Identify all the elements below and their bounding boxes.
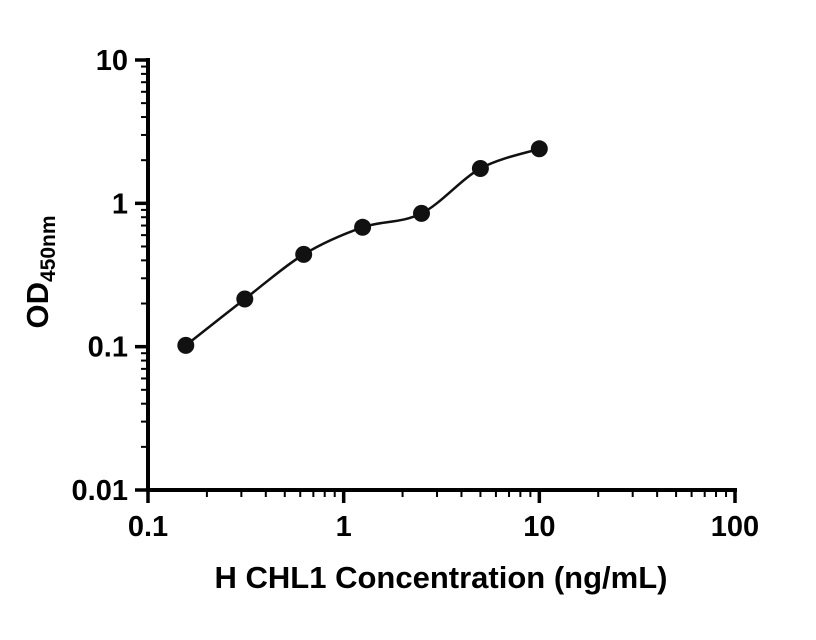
- y-axis-title-main: OD: [20, 282, 55, 329]
- y-axis-tick-label: 1: [112, 188, 128, 220]
- data-point: [471, 160, 489, 177]
- plot-layer: [177, 140, 548, 354]
- y-axis-tick-label: 0.01: [72, 475, 128, 507]
- data-point: [354, 218, 372, 236]
- data-point: [530, 140, 548, 158]
- x-axis-tick-label: 10: [523, 511, 555, 543]
- y-axis-title: OD450nm: [20, 215, 60, 328]
- y-axis-tick-label: 10: [96, 45, 128, 77]
- x-axis-tick-label: 0.1: [128, 511, 168, 543]
- data-point: [413, 204, 430, 222]
- x-axis-tick-label: 100: [711, 511, 759, 543]
- x-axis-tick-label: 1: [336, 511, 352, 543]
- data-point: [177, 336, 195, 354]
- data-point: [236, 290, 254, 308]
- data-point: [295, 245, 313, 263]
- x-axis-title: H CHL1 Concentration (ng/mL): [215, 560, 668, 595]
- y-axis-title-subscript: 450nm: [37, 215, 60, 282]
- y-axis-tick-label: 0.1: [88, 332, 128, 364]
- fit-curve: [185, 147, 540, 347]
